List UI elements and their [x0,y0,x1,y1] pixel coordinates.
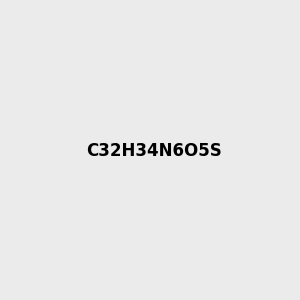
Text: C32H34N6O5S: C32H34N6O5S [86,142,222,160]
